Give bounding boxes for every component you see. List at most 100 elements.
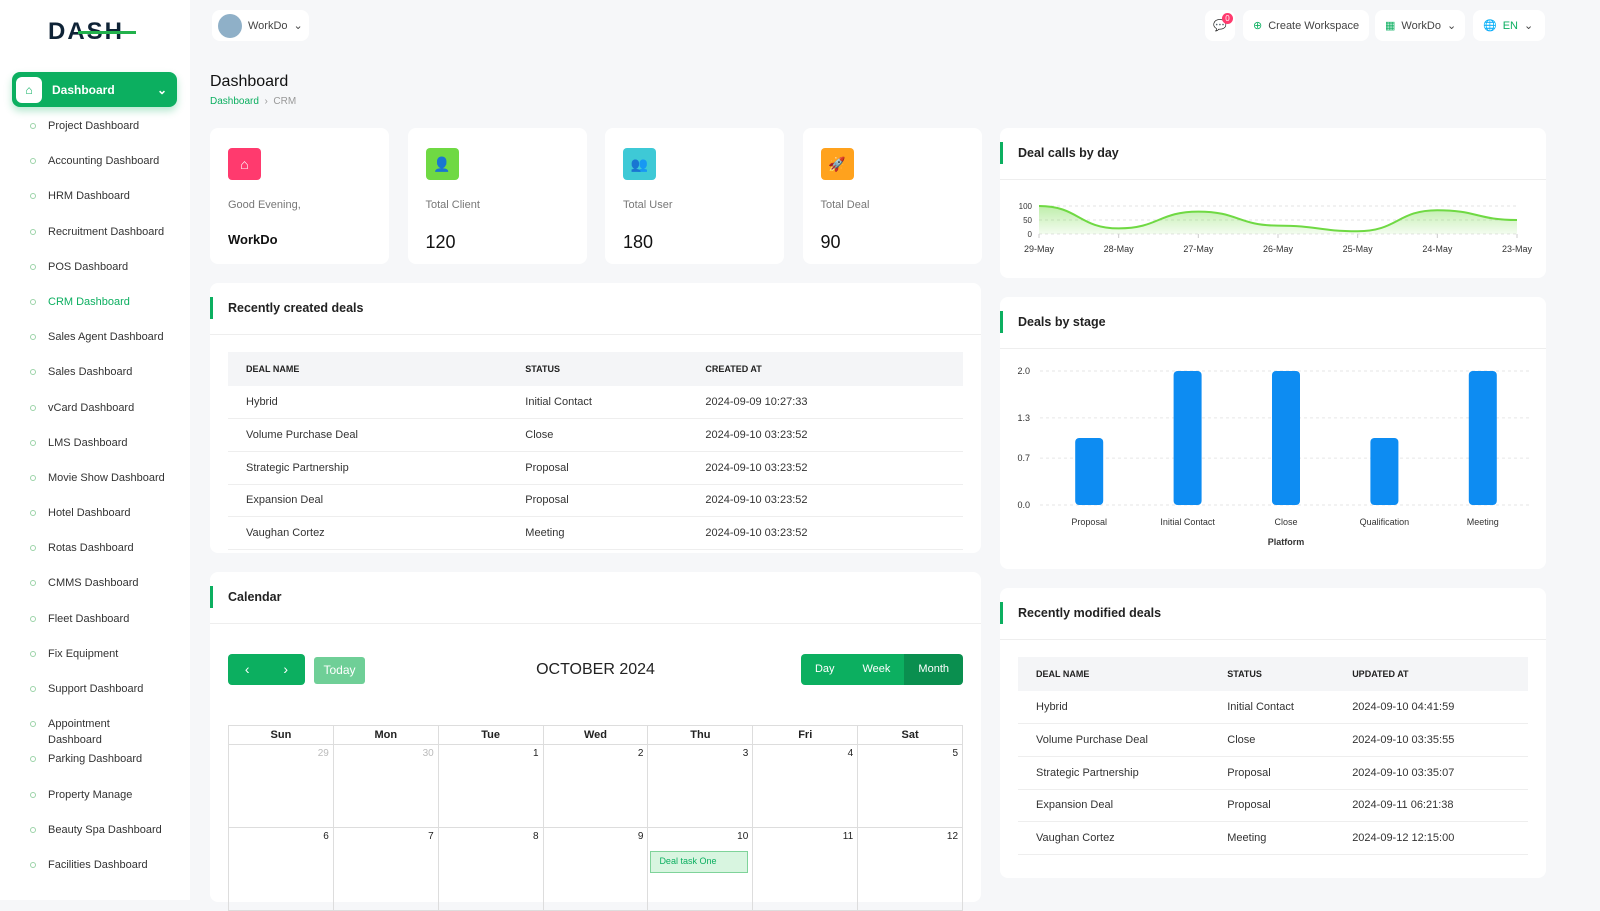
- view-week-button[interactable]: Week: [848, 654, 905, 685]
- calendar-day[interactable]: 6: [229, 828, 334, 911]
- calendar-day[interactable]: 10 Deal task One: [648, 828, 754, 911]
- sidebar-item[interactable]: HRM Dashboard: [0, 188, 190, 223]
- bullet-icon: [30, 686, 36, 692]
- prev-button[interactable]: ‹: [244, 661, 250, 677]
- bullet-icon: [30, 228, 36, 235]
- y-tick-label: 1.3: [1017, 413, 1030, 423]
- y-tick-label: 0: [1028, 230, 1033, 239]
- bullet-icon: [30, 650, 36, 657]
- sidebar-item[interactable]: CRM Dashboard: [0, 294, 190, 329]
- sidebar-item[interactable]: Accounting Dashboard: [0, 153, 190, 188]
- table-cell: 2024-09-10 03:23:52: [687, 418, 963, 452]
- table-row[interactable]: Hybrid Initial Contact 2024-09-09 10:27:33: [228, 386, 963, 420]
- language-label: EN: [1502, 19, 1518, 32]
- bullet-icon: [30, 791, 36, 798]
- table-row[interactable]: Expansion Deal Proposal 2024-09-10 03:23:5…: [228, 484, 963, 518]
- calendar-event[interactable]: Deal task One: [650, 851, 749, 873]
- column-header[interactable]: DEAL NAME: [228, 352, 508, 386]
- sidebar-item[interactable]: POS Dashboard: [0, 259, 190, 294]
- column-header[interactable]: STATUS: [507, 352, 688, 386]
- table-cell: Strategic Partnership: [1018, 756, 1210, 790]
- create-workspace-button[interactable]: ⊕ Create Workspace: [1243, 10, 1370, 41]
- sidebar: DASH ⌂ Dashboard ⌄ Project Dashboard Acco…: [0, 0, 190, 900]
- view-month-button[interactable]: Month: [904, 654, 963, 685]
- table-row[interactable]: Expansion Deal Proposal 2024-09-11 06:21:3…: [1018, 789, 1528, 823]
- sidebar-item-label: LMS Dashboard: [48, 436, 128, 449]
- y-tick-label: 2.0: [1017, 366, 1030, 376]
- calendar-day[interactable]: 3: [648, 745, 754, 828]
- calendar-day[interactable]: 7: [333, 828, 439, 911]
- table-row[interactable]: Volume Purchase Deal Close 2024-09-10 03:3…: [1018, 723, 1528, 757]
- card-title: Recently modified deals: [1000, 588, 1546, 640]
- bar: [1173, 371, 1202, 505]
- view-day-button[interactable]: Day: [800, 654, 849, 685]
- sidebar-item-label: HRM Dashboard: [48, 190, 130, 203]
- calendar-day[interactable]: 11: [753, 828, 859, 911]
- calendar-day[interactable]: 5: [858, 745, 964, 828]
- table-row[interactable]: Volume Purchase Deal Close 2024-09-10 03:2…: [228, 418, 963, 452]
- calendar-day[interactable]: 8: [438, 828, 544, 911]
- sidebar-item[interactable]: Sales Dashboard: [0, 364, 190, 399]
- calendar-day[interactable]: 4: [753, 745, 859, 828]
- calendar-day[interactable]: 29: [229, 745, 334, 828]
- sidebar-item[interactable]: Parking Dashboard: [0, 751, 190, 786]
- sidebar-item[interactable]: LMS Dashboard: [0, 435, 190, 470]
- card-title: Deal calls by day: [1000, 128, 1546, 180]
- table-cell: Close: [1209, 723, 1335, 757]
- sidebar-item[interactable]: Hotel Dashboard: [0, 505, 190, 540]
- sidebar-item[interactable]: Appointment Dashboard: [0, 716, 190, 751]
- table-row[interactable]: Strategic Partnership Proposal 2024-09-10 …: [1018, 756, 1528, 790]
- sidebar-item[interactable]: Sales Agent Dashboard: [0, 329, 190, 364]
- calendar-day[interactable]: 9: [543, 828, 649, 911]
- workspace-dropdown[interactable]: ▦ WorkDo ⌄: [1375, 10, 1465, 41]
- chevron-down-icon: ⌄: [1523, 20, 1534, 32]
- sidebar-item-dashboard[interactable]: ⌂ Dashboard ⌄: [12, 72, 177, 107]
- x-tick-label: 24-May: [1422, 244, 1453, 254]
- sidebar-item-label: Sales Dashboard: [48, 366, 133, 379]
- stat-label: Total Deal: [820, 199, 870, 211]
- stat-value: WorkDo: [228, 232, 278, 247]
- sidebar-item[interactable]: Property Manage: [0, 787, 190, 822]
- calendar-day[interactable]: 2: [543, 745, 649, 828]
- plus-circle-icon: ⊕: [1253, 20, 1263, 32]
- table-cell: Hybrid: [1018, 691, 1210, 725]
- table-row[interactable]: Vaughan Cortez Meeting 2024-09-10 03:23:52: [228, 516, 963, 550]
- sidebar-item-label: Rotas Dashboard: [48, 542, 134, 555]
- messages-button[interactable]: 💬 0: [1205, 10, 1235, 41]
- sidebar-item[interactable]: Rotas Dashboard: [0, 540, 190, 575]
- column-header[interactable]: CREATED AT: [687, 352, 963, 386]
- sidebar-item[interactable]: vCard Dashboard: [0, 400, 190, 435]
- x-tick-label: 29-May: [1024, 244, 1055, 254]
- calendar-day[interactable]: 1: [438, 745, 544, 828]
- language-dropdown[interactable]: 🌐 EN ⌄: [1473, 10, 1545, 41]
- sidebar-item-label: Facilities Dashboard: [48, 858, 148, 871]
- table-row[interactable]: Strategic Partnership Proposal 2024-09-10 …: [228, 451, 963, 485]
- sidebar-item[interactable]: Facilities Dashboard: [0, 857, 190, 892]
- breadcrumb-dashboard[interactable]: Dashboard: [210, 96, 259, 107]
- logo[interactable]: DASH: [48, 18, 136, 46]
- column-header[interactable]: UPDATED AT: [1334, 657, 1528, 691]
- sidebar-item[interactable]: Project Dashboard: [0, 118, 190, 153]
- calendar-day[interactable]: 30: [333, 745, 439, 828]
- sidebar-item[interactable]: Support Dashboard: [0, 681, 190, 716]
- workspace-selector[interactable]: WorkDo ⌄: [212, 10, 309, 41]
- sidebar-item[interactable]: Recruitment Dashboard: [0, 224, 190, 259]
- sidebar-item[interactable]: Fleet Dashboard: [0, 611, 190, 646]
- sidebar-item[interactable]: CMMS Dashboard: [0, 575, 190, 610]
- table-cell: Vaughan Cortez: [1018, 821, 1210, 855]
- modified-deals-card: Recently modified deals DEAL NAME STATUS U…: [1000, 588, 1546, 878]
- today-button[interactable]: Today: [314, 657, 365, 684]
- bar: [1075, 438, 1104, 505]
- table-cell: 2024-09-10 03:23:52: [687, 484, 963, 518]
- table-row[interactable]: Vaughan Cortez Meeting 2024-09-12 12:15:00: [1018, 821, 1528, 855]
- column-header[interactable]: STATUS: [1209, 657, 1335, 691]
- sidebar-item[interactable]: Fix Equipment: [0, 646, 190, 681]
- bullet-icon: [30, 369, 36, 376]
- sidebar-item[interactable]: Movie Show Dashboard: [0, 470, 190, 505]
- table-row[interactable]: Hybrid Initial Contact 2024-09-10 04:41:59: [1018, 691, 1528, 725]
- day-header: Fri: [753, 726, 859, 745]
- next-button[interactable]: ›: [283, 661, 289, 677]
- calendar-day[interactable]: 12: [858, 828, 964, 911]
- column-header[interactable]: DEAL NAME: [1018, 657, 1210, 691]
- sidebar-item[interactable]: Beauty Spa Dashboard: [0, 822, 190, 857]
